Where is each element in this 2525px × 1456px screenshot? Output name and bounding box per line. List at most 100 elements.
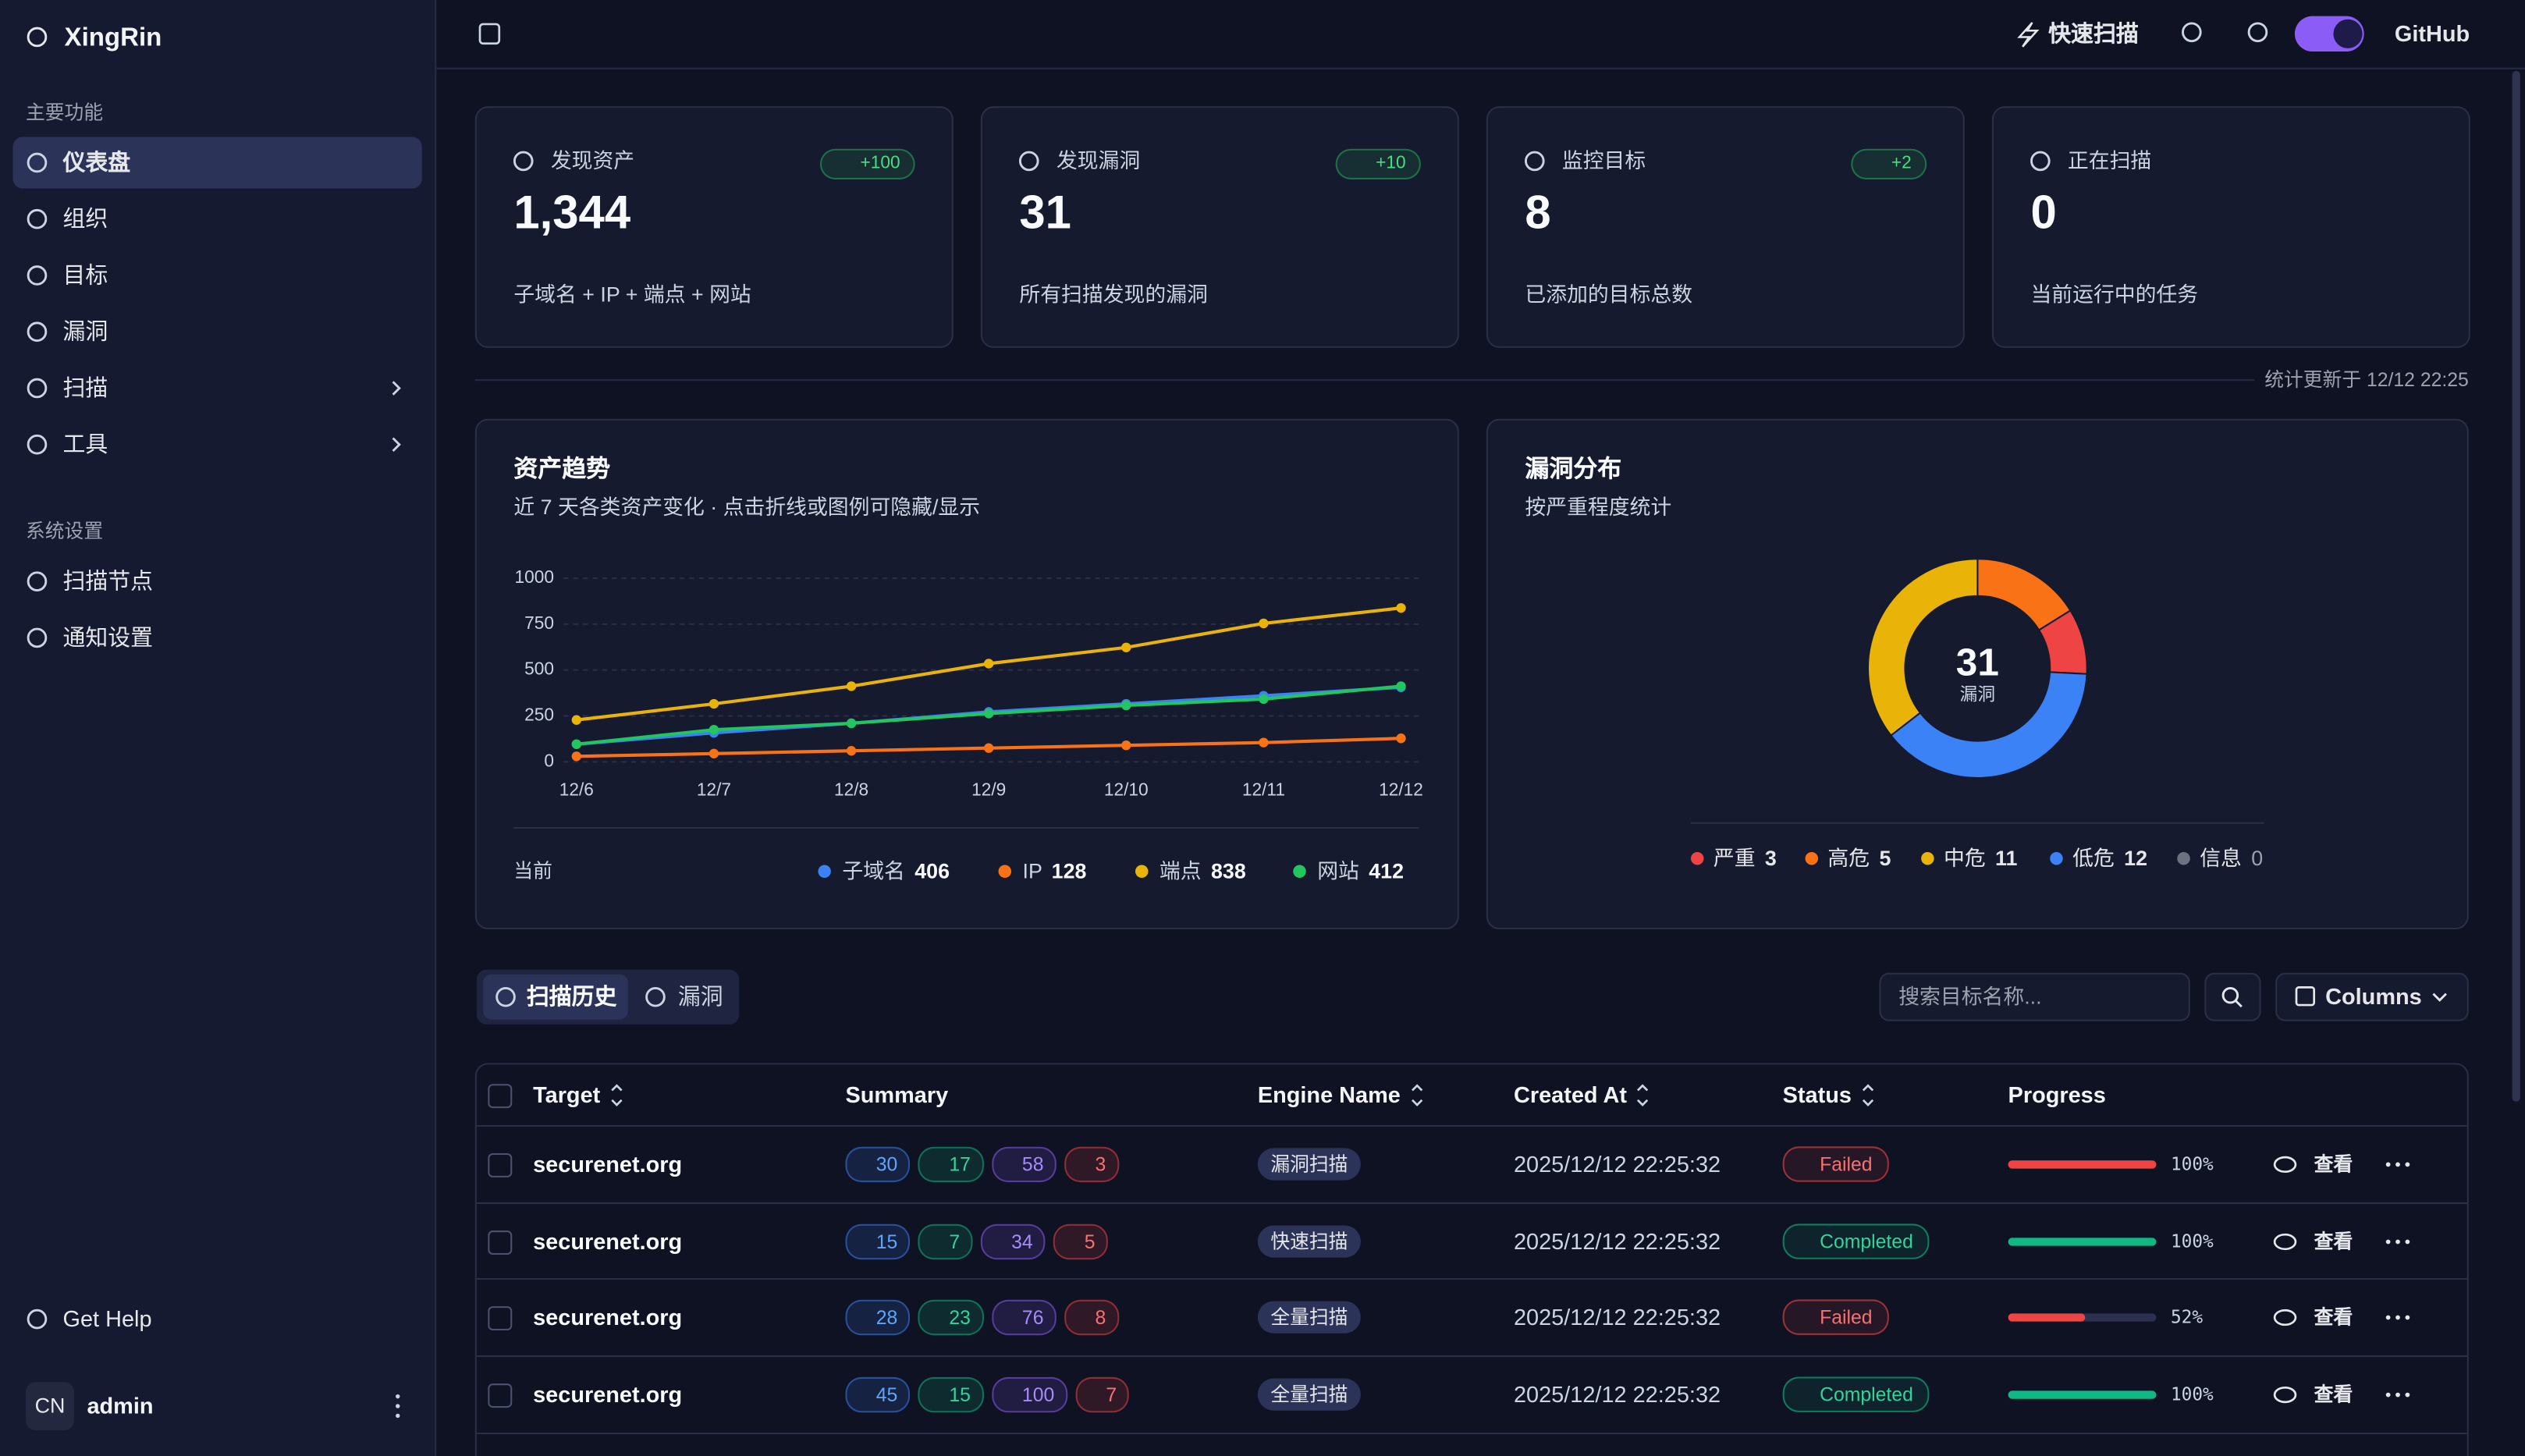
nav-item-label[interactable]: 工具 [62,431,108,457]
summary-badge: 17 [918,1146,984,1183]
view-button[interactable]: 查看 [2314,1305,2353,1329]
legend-name[interactable]: IP [1022,858,1042,883]
table-header[interactable]: Created At [1513,1081,1628,1108]
engine-badge: 全量扫描 [1257,1301,1361,1334]
progress-label: 52% [2171,1306,2204,1328]
summary: 15 7 34 5 [845,1223,1109,1260]
nav-section-title: 主要功能 [26,101,104,124]
nav-item-label[interactable]: 扫描节点 [62,567,154,594]
target[interactable]: securenet.org [533,1151,683,1177]
stat-card [980,106,1459,348]
summary-badge: 8 [1064,1299,1119,1336]
legend-name[interactable]: 高危 [1827,846,1870,871]
stat-badge: +10 [1335,148,1421,180]
view-button[interactable]: 查看 [2314,1152,2353,1176]
tab[interactable]: 扫描历史 [526,983,617,1010]
search-button[interactable] [2204,972,2261,1021]
checkbox[interactable] [488,1152,513,1177]
stat-value: 1,344 [513,187,631,240]
user-name: admin [87,1392,154,1419]
summary: 30 17 58 3 [845,1146,1119,1183]
nav-item-label[interactable]: 漏洞 [62,318,108,344]
legend-value: 406 [914,858,950,883]
status-badge: Completed [1782,1376,1930,1413]
stat-value: 8 [1525,187,1551,240]
target[interactable]: securenet.org [533,1381,683,1408]
sidebar [0,0,437,1456]
legend-name[interactable]: 子域名 [842,858,905,883]
created-at: 2025/12/12 22:25:32 [1513,1228,1721,1255]
summary-badge: 23 [918,1299,984,1336]
progress-label: 100% [2171,1383,2214,1405]
checkbox[interactable] [488,1306,513,1331]
avatar [26,1382,74,1431]
tab[interactable]: 漏洞 [677,983,723,1010]
nav-item-label[interactable]: 目标 [62,261,108,288]
legend-value: 838 [1210,858,1246,883]
scrollbar [2512,70,2520,1102]
created-at: 2025/12/12 22:25:32 [1513,1304,1721,1330]
engine-badge: 漏洞扫描 [1257,1148,1361,1181]
created-at: 2025/12/12 22:25:32 [1513,1151,1721,1177]
help-link[interactable]: Get Help [62,1305,152,1332]
table-header: Summary [845,1081,949,1108]
stat-value: 0 [2030,187,2057,240]
target[interactable]: securenet.org [533,1228,683,1255]
stat-description: 已添加的目标总数 [1525,282,1693,307]
summary-badge: 34 [980,1223,1046,1260]
engine-badge: 快速扫描 [1257,1225,1361,1259]
table-header[interactable]: Status [1782,1081,1852,1108]
view-button[interactable]: 查看 [2314,1383,2353,1406]
summary-badge: 76 [991,1299,1057,1336]
columns-label[interactable]: Columns [2325,983,2422,1010]
nav-item-label[interactable]: 扫描 [62,375,108,401]
table-header[interactable]: Target [533,1081,601,1108]
legend-name[interactable]: 低危 [2072,846,2115,871]
legend-name[interactable]: 端点 [1159,858,1202,883]
progress-label: 100% [2171,1153,2214,1175]
stat-label: 正在扫描 [2067,148,2152,173]
nav-item-label[interactable]: 组织 [62,205,108,232]
status-badge: Failed [1782,1299,1889,1336]
summary-badge: 58 [991,1146,1057,1183]
table-header[interactable]: Engine Name [1257,1081,1401,1108]
avatar-text: CN [34,1393,66,1418]
nav-item[interactable] [12,137,422,189]
checkbox[interactable] [488,1230,513,1255]
legend-name[interactable]: 网站 [1317,858,1359,883]
summary: 45 15 100 7 [845,1376,1130,1413]
legend-name[interactable]: 中危 [1944,846,1986,871]
nav-item-label[interactable]: 仪表盘 [62,149,131,176]
search-input[interactable] [1879,972,2190,1021]
quick-scan-button[interactable]: 快速扫描 [2048,20,2139,47]
legend-value: 12 [2124,846,2148,871]
table-header: Progress [2008,1081,2106,1108]
summary-badge: 7 [1075,1376,1130,1413]
nav-section-title: 系统设置 [26,520,104,543]
legend-name[interactable]: 严重 [1713,846,1756,871]
stat-description: 所有扫描发现的漏洞 [1019,282,1208,307]
search-placeholder: 搜索目标名称... [1898,984,2042,1009]
stat-card [1991,106,2470,348]
target[interactable]: securenet.org [533,1304,683,1330]
github-link[interactable]: GitHub [2394,20,2470,47]
summary-badge: 15 [918,1376,984,1413]
stat-label: 发现漏洞 [1056,148,1141,173]
checkbox[interactable] [488,1383,513,1408]
summary-badge: 28 [845,1299,911,1336]
theme-knob [2333,19,2363,48]
chart-title: 资产趋势 [513,456,611,484]
checkbox[interactable] [488,1084,513,1109]
nav-item-label[interactable]: 通知设置 [62,624,154,651]
legend-name[interactable]: 信息 [2200,846,2242,871]
stat-label: 监控目标 [1561,148,1646,173]
updated-time: 统计更新于 12/12 22:25 [2264,368,2469,392]
stat-badge: +100 [819,148,915,180]
chart-subtitle: 按严重程度统计 [1525,495,1672,520]
chart-title: 漏洞分布 [1525,456,1622,484]
legend-value: 11 [1995,846,2018,871]
view-button[interactable]: 查看 [2314,1230,2353,1253]
topbar [436,0,2525,69]
legend-value: 3 [1764,846,1777,871]
